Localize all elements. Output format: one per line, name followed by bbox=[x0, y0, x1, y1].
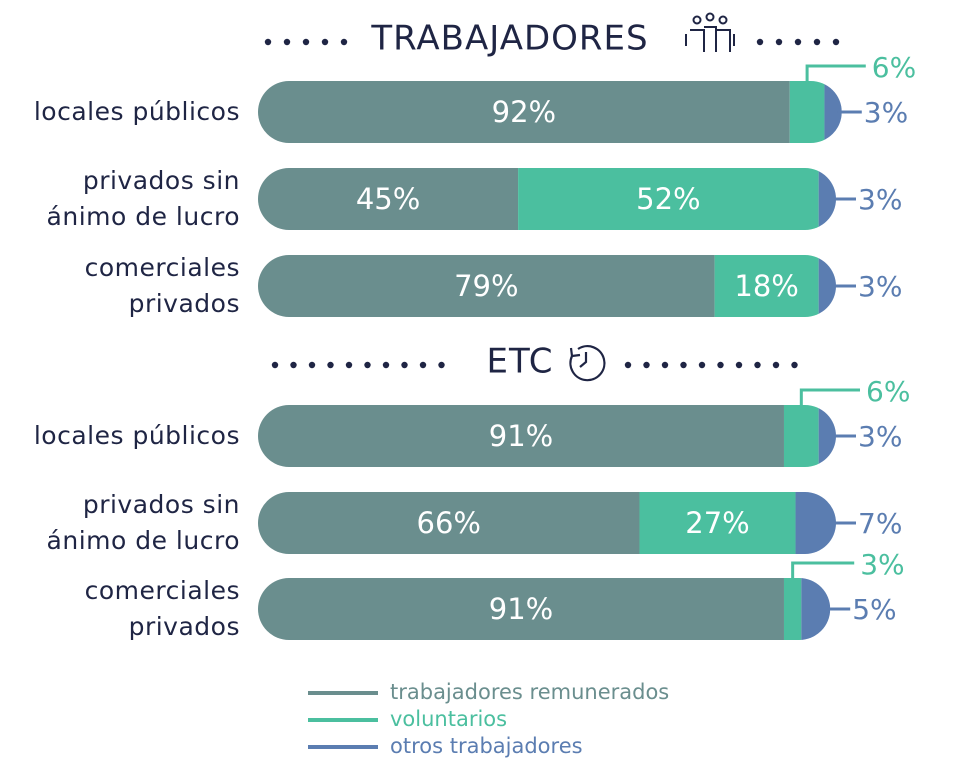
category-label: privados sin ánimo de lucro bbox=[46, 166, 240, 231]
value-label: 91% bbox=[489, 592, 553, 626]
bar-row bbox=[258, 405, 836, 467]
bar-segment bbox=[258, 255, 715, 317]
bar-segment bbox=[795, 492, 836, 554]
bar-segment bbox=[783, 578, 802, 640]
title-dot bbox=[364, 361, 371, 369]
section-title: ETC bbox=[487, 342, 554, 382]
title-dot bbox=[271, 361, 279, 369]
bar-segment bbox=[258, 168, 519, 230]
category-label: privados sin ánimo de lucro bbox=[46, 490, 240, 555]
title-dot bbox=[308, 361, 316, 369]
title-dot bbox=[735, 361, 743, 369]
title-dot bbox=[321, 38, 329, 46]
bar-segment bbox=[818, 255, 836, 317]
category-label: comerciales privados bbox=[84, 576, 240, 641]
bar-row bbox=[258, 578, 831, 640]
bar-segment bbox=[714, 255, 819, 317]
value-label: 66% bbox=[417, 506, 481, 540]
title-dot bbox=[772, 361, 780, 369]
title-dot bbox=[283, 38, 291, 46]
bar-row bbox=[258, 81, 842, 143]
title-dot bbox=[302, 38, 310, 46]
bar-segment bbox=[789, 81, 825, 143]
bar-segment bbox=[258, 492, 640, 554]
category-label: locales públicos bbox=[33, 421, 240, 450]
title-dot bbox=[717, 361, 724, 369]
bar-segment bbox=[639, 492, 796, 554]
bar-row bbox=[258, 255, 836, 317]
title-dot bbox=[698, 361, 706, 369]
title-dot bbox=[327, 361, 334, 369]
bar-segment bbox=[258, 578, 784, 640]
value-label: 3% bbox=[864, 96, 908, 129]
value-label: 7% bbox=[858, 507, 902, 540]
value-label: 5% bbox=[852, 593, 896, 626]
value-label: 18% bbox=[734, 269, 798, 303]
value-label: 6% bbox=[866, 375, 910, 408]
title-dot bbox=[813, 38, 821, 46]
category-label: locales públicos bbox=[33, 97, 240, 126]
title-dot bbox=[340, 38, 348, 46]
bar-segment bbox=[518, 168, 819, 230]
value-label: 3% bbox=[858, 183, 902, 216]
value-label: 45% bbox=[356, 182, 420, 216]
title-dot bbox=[661, 361, 669, 369]
title-dot bbox=[794, 38, 802, 46]
value-label: 27% bbox=[685, 506, 749, 540]
legend-label: trabajadores remunerados bbox=[390, 680, 669, 704]
value-label: 6% bbox=[872, 51, 916, 84]
value-label: 3% bbox=[858, 270, 902, 303]
leader-line bbox=[805, 64, 866, 83]
value-label: 92% bbox=[492, 95, 556, 129]
value-label: 79% bbox=[454, 269, 518, 303]
bar-row bbox=[258, 168, 836, 230]
value-label: 52% bbox=[636, 182, 700, 216]
people-icon bbox=[685, 12, 735, 52]
bar-segment bbox=[818, 168, 836, 230]
title-dot bbox=[345, 361, 353, 369]
bar-row bbox=[258, 492, 836, 554]
bar-segment bbox=[783, 405, 819, 467]
leader-line bbox=[799, 388, 860, 407]
title-dot bbox=[419, 361, 427, 369]
value-label: 3% bbox=[858, 420, 902, 453]
title-dot bbox=[624, 361, 632, 369]
bar-segment bbox=[258, 405, 784, 467]
title-dot bbox=[680, 361, 687, 369]
title-dot bbox=[754, 361, 761, 369]
title-dot bbox=[832, 38, 840, 46]
title-dot bbox=[438, 361, 445, 369]
title-dot bbox=[791, 361, 798, 369]
title-dot bbox=[756, 38, 764, 46]
bar-segment bbox=[258, 81, 790, 143]
title-dot bbox=[775, 38, 783, 46]
title-dot bbox=[401, 361, 408, 369]
value-label: 3% bbox=[860, 548, 904, 581]
category-label: comerciales privados bbox=[84, 253, 240, 318]
bar-segment bbox=[801, 578, 831, 640]
title-dot bbox=[382, 361, 390, 369]
title-dot bbox=[264, 38, 272, 46]
title-dot bbox=[290, 361, 297, 369]
legend-label: voluntarios bbox=[390, 707, 507, 731]
legend-label: otros trabajadores bbox=[390, 734, 583, 758]
leader-line bbox=[791, 561, 855, 580]
title-dot bbox=[643, 361, 650, 369]
value-label: 91% bbox=[489, 419, 553, 453]
bar-segment bbox=[824, 81, 842, 143]
section-title: TRABAJADORES bbox=[370, 19, 648, 59]
bar-segment bbox=[818, 405, 836, 467]
clock-icon bbox=[569, 345, 606, 382]
